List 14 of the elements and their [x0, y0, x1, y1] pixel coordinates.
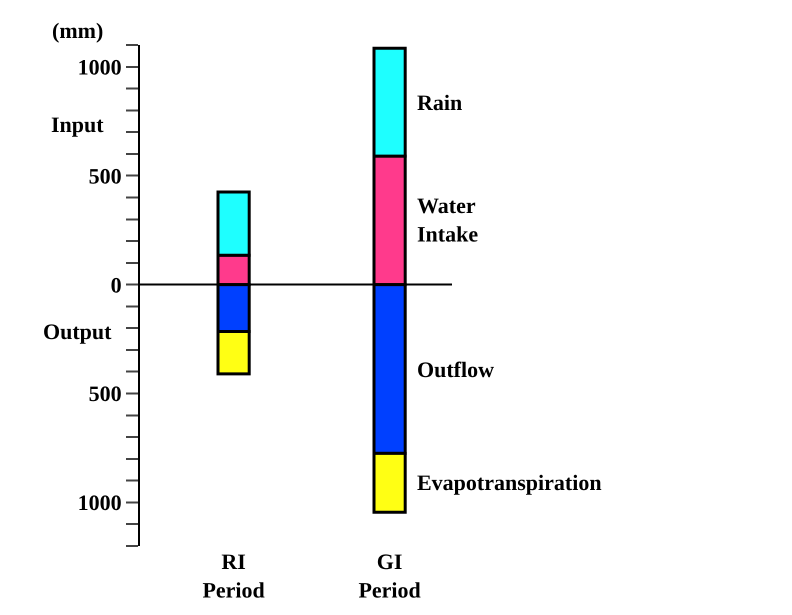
series-label: Rain	[417, 90, 462, 115]
y-tick-label: 500	[88, 381, 122, 406]
y-axis-title: (mm)	[52, 18, 104, 43]
y-tick-label: 0	[110, 272, 122, 298]
series-label: Evapotranspiration	[417, 470, 602, 495]
x-tick-label: RI Period	[202, 549, 265, 603]
x-tick-label: GI Period	[358, 549, 421, 603]
series-label: Outflow	[417, 357, 494, 382]
text: Input	[51, 112, 104, 137]
y-tick-label: 1000	[78, 54, 122, 80]
y-tick-label: 500	[88, 163, 122, 188]
series-label: Water Intake	[417, 193, 478, 247]
y-tick-label: 1000	[78, 490, 122, 516]
text: Output	[43, 319, 112, 344]
